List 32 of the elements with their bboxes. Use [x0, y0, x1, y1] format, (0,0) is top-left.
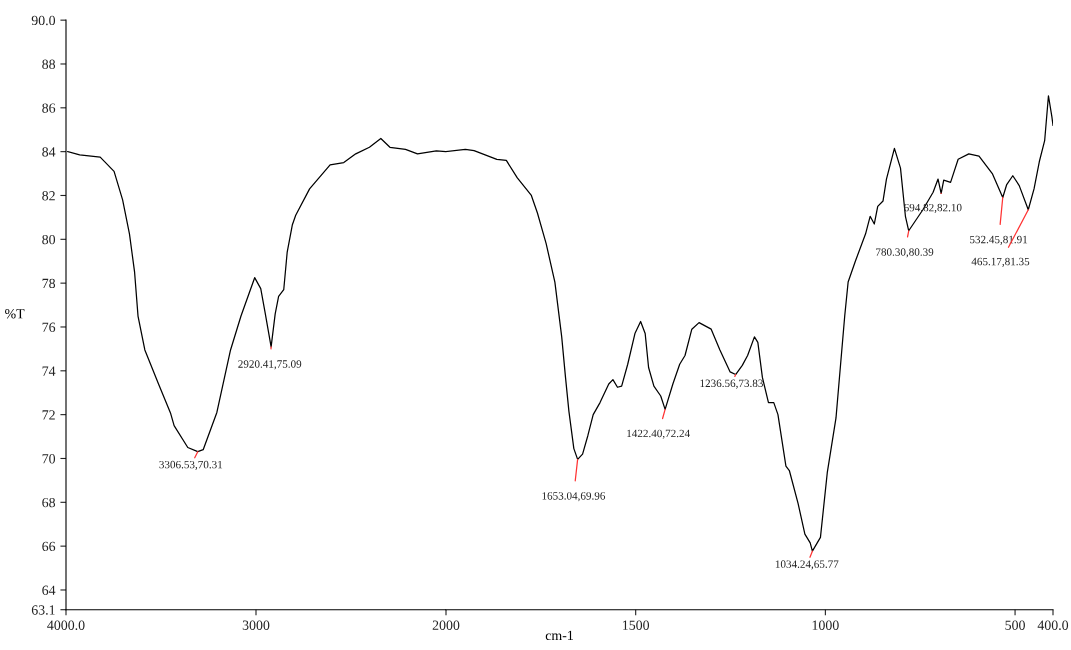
y-tick-label: 86 — [42, 103, 56, 113]
y-tick-label: 68 — [42, 497, 56, 508]
y-tick-label: 70 — [42, 454, 56, 464]
annotation: 3306.53,70.31 — [159, 460, 223, 470]
x-tick-label: 3000 — [242, 620, 270, 630]
y-tick-label: 66 — [42, 541, 56, 552]
y-tick-label: 88 — [42, 59, 56, 69]
y-axis-title: %T — [5, 309, 25, 319]
x-tick-label: 2000 — [432, 620, 460, 630]
y-tick-label: 72 — [42, 410, 55, 420]
y-tick-label: 74 — [42, 366, 56, 376]
y-tick-label: 64 — [42, 585, 56, 595]
x-tick-label: 1500 — [623, 620, 650, 630]
x-tick-label: 500 — [1005, 620, 1025, 630]
x-axis-title: cm-1 — [545, 630, 573, 641]
x-tick-label: 1000 — [812, 620, 839, 630]
annotation: 1422.40,72.24 — [627, 429, 690, 439]
y-tick-label: 78 — [42, 278, 56, 289]
annotation: 465.17,81.35 — [971, 257, 1030, 267]
y-tick-label: 84 — [42, 147, 56, 157]
annotation: 1034.24,65.77 — [775, 560, 839, 570]
y-tick-label: 80 — [42, 234, 56, 245]
y-tick-label: 82 — [42, 191, 55, 201]
y-tick-label: 76 — [42, 322, 56, 332]
annotation: 780.30,80.39 — [876, 248, 934, 258]
annotation: 1236.56,73.83 — [700, 379, 763, 389]
annotation: 2920.41,75.09 — [238, 360, 302, 370]
annotation: 1653.04,69.96 — [542, 492, 606, 502]
x-tick-label: 4000.0 — [47, 620, 85, 630]
y-tick-label: 90.0 — [31, 15, 56, 26]
y-tick-label: 63.1 — [31, 605, 55, 615]
x-tick-label: 400.0 — [1037, 620, 1069, 630]
